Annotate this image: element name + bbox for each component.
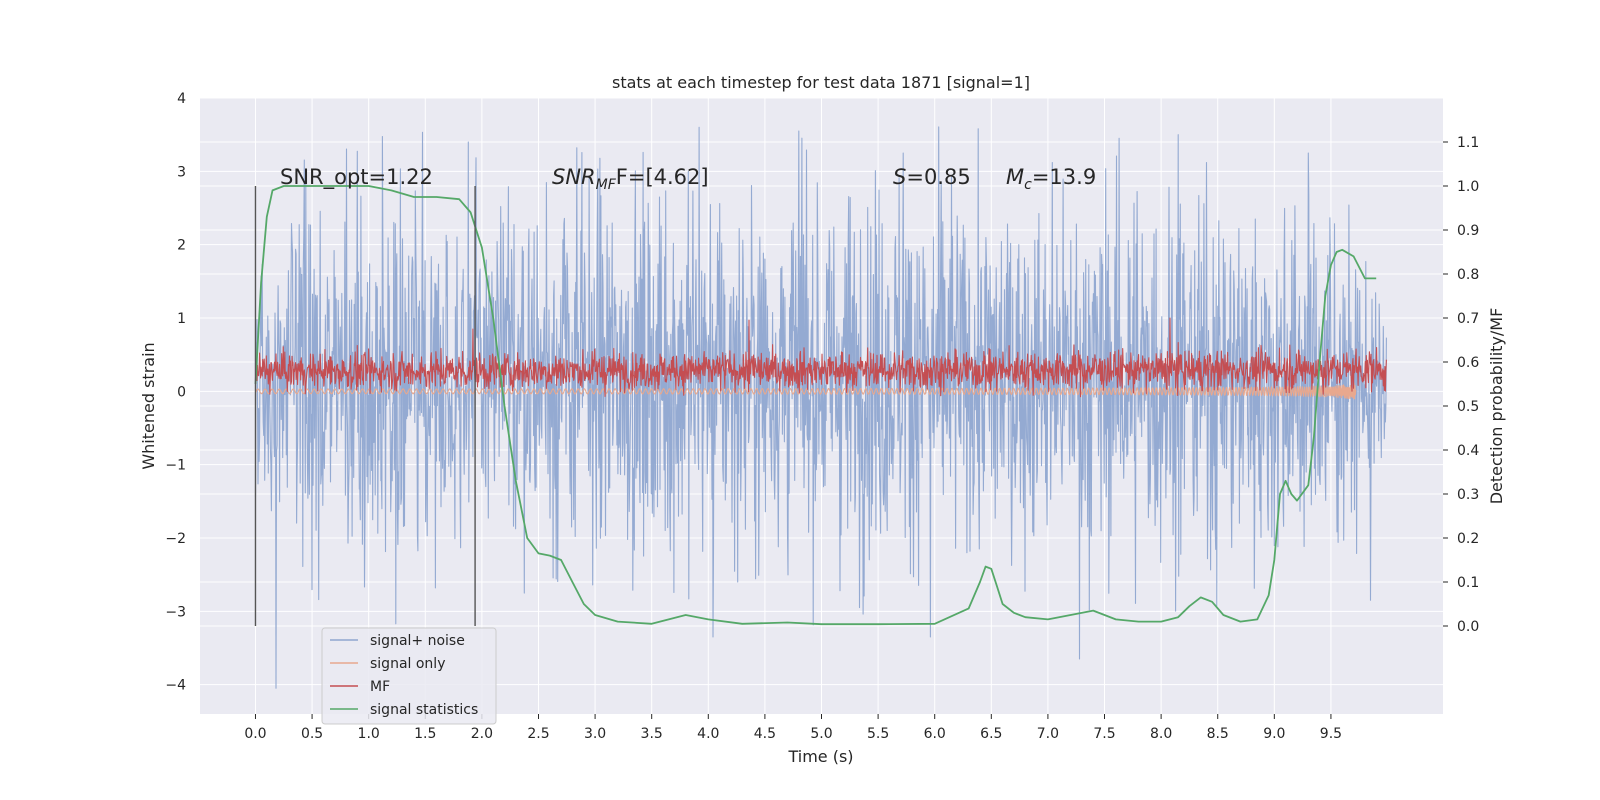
x-tick-label-9: 4.5 (754, 726, 776, 742)
mc-value: =13.9 (1032, 165, 1096, 189)
y-tick-label-left-2: −2 (165, 531, 186, 547)
legend-label-signal-noise: signal+ noise (370, 633, 465, 649)
series-mf (255, 317, 1387, 398)
vertical-lines (254, 186, 476, 626)
x-tick-label-17: 8.5 (1207, 726, 1229, 742)
x-tick-label-19: 9.5 (1320, 726, 1342, 742)
y-tick-label-left-7: 3 (177, 164, 186, 180)
y-tick-label-right-9: 0.9 (1457, 223, 1479, 239)
y-tick-label-right-11: 1.1 (1457, 135, 1479, 151)
x-tick-label-16: 8.0 (1150, 726, 1172, 742)
mc-sub: c (1024, 177, 1032, 193)
y-tick-label-left-5: 1 (177, 311, 186, 327)
legend: signal+ noise signal only MF signal stat… (321, 627, 497, 725)
y-tick-label-right-6: 0.6 (1457, 355, 1479, 371)
x-axis-label: Time (s) (787, 747, 853, 766)
x-tick-label-2: 1.0 (358, 726, 380, 742)
legend-label-mf: MF (370, 679, 390, 695)
x-tick-label-18: 9.0 (1263, 726, 1285, 742)
y-tick-label-right-7: 0.7 (1457, 311, 1479, 327)
x-tick-label-11: 5.5 (867, 726, 889, 742)
series-layer (254, 126, 1387, 689)
series-signal-statistics (254, 185, 1377, 626)
snr-mf-suffix: F=[4.62] (616, 165, 709, 189)
y-tick-label-right-0: 0.0 (1457, 619, 1479, 635)
y-tick-label-left-4: 0 (177, 384, 186, 400)
x-tick-label-5: 2.5 (527, 726, 549, 742)
y-axis-label-right: Detection probability/MF (1487, 308, 1506, 505)
s-label: S (893, 165, 906, 189)
x-tick-label-12: 6.0 (924, 726, 946, 742)
y-tick-label-left-3: −1 (165, 458, 186, 474)
chart-title: stats at each timestep for test data 187… (612, 73, 1030, 92)
y-tick-label-left-0: −4 (165, 678, 186, 694)
y-tick-label-left-6: 2 (177, 238, 186, 254)
x-tick-label-10: 5.0 (810, 726, 832, 742)
y-tick-label-left-8: 4 (177, 91, 186, 107)
y-tick-label-right-5: 0.5 (1457, 399, 1479, 415)
y-tick-labels-left: −4 −3 −2 −1 0 1 2 3 4 (165, 91, 186, 694)
x-tick-label-1: 0.5 (301, 726, 323, 742)
y-tick-label-right-2: 0.2 (1457, 531, 1479, 547)
y-tick-labels-right: 0.0 0.1 0.2 0.3 0.4 0.5 0.6 0.7 0.8 0.9 1.0 1.1 (1443, 135, 1479, 635)
annotation-mc: Mc=13.9 (1006, 165, 1096, 193)
legend-label-signal-statistics: signal statistics (370, 702, 478, 718)
x-tick-label-7: 3.5 (641, 726, 663, 742)
y-tick-label-right-8: 0.8 (1457, 267, 1479, 283)
y-tick-label-right-1: 0.1 (1457, 575, 1479, 591)
annotation-s: S=0.85 (893, 165, 971, 189)
x-tick-label-15: 7.5 (1093, 726, 1115, 742)
legend-label-signal-only: signal only (370, 656, 445, 672)
annotation-snr-mf: SNRMFF=[4.62] (552, 165, 709, 193)
mc-label: M (1006, 165, 1024, 189)
series-signal-only (255, 382, 1357, 400)
x-tick-label-6: 3.0 (584, 726, 606, 742)
x-tick-label-14: 7.0 (1037, 726, 1059, 742)
annotation-snr-opt: SNR_opt=1.22 (280, 165, 433, 190)
x-tick-labels: 0.0 0.5 1.0 1.5 2.0 2.5 3.0 3.5 4.0 4.5 5.0 5.5 6.0 6… (244, 714, 1342, 742)
snr-mf-sub: MF (596, 177, 617, 193)
legend-box (321, 627, 497, 725)
s-value: =0.85 (906, 165, 970, 189)
x-tick-label-13: 6.5 (980, 726, 1002, 742)
x-tick-label-8: 4.0 (697, 726, 719, 742)
y-axis-label-left: Whitened strain (139, 342, 158, 469)
y-tick-label-right-3: 0.3 (1457, 487, 1479, 503)
snr-mf-prefix: SNR (552, 165, 596, 189)
y-tick-label-right-4: 0.4 (1457, 443, 1479, 459)
y-tick-label-left-1: −3 (165, 604, 186, 620)
x-tick-label-3: 1.5 (414, 726, 436, 742)
x-tick-label-4: 2.0 (471, 726, 493, 742)
y-tick-label-right-10: 1.0 (1457, 179, 1479, 195)
series-signal-noise (254, 126, 1387, 689)
x-tick-label-0: 0.0 (244, 726, 266, 742)
